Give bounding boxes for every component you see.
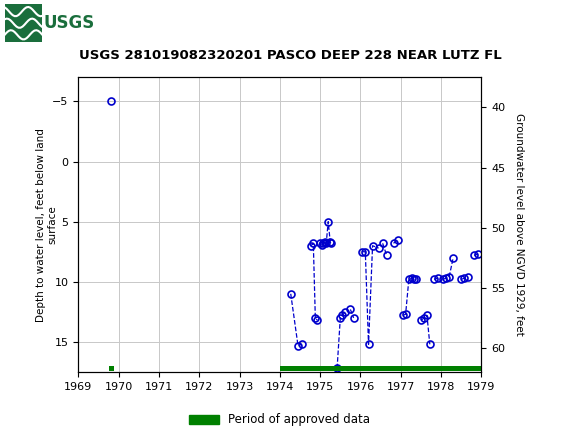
Text: USGS: USGS	[44, 14, 95, 32]
Legend: Period of approved data: Period of approved data	[184, 408, 375, 430]
Bar	[108, 366, 114, 371]
Y-axis label: Groundwater level above NGVD 1929, feet: Groundwater level above NGVD 1929, feet	[513, 113, 524, 336]
Y-axis label: Depth to water level, feet below land
surface: Depth to water level, feet below land su…	[36, 128, 57, 322]
Text: USGS 281019082320201 PASCO DEEP 228 NEAR LUTZ FL: USGS 281019082320201 PASCO DEEP 228 NEAR…	[79, 49, 501, 61]
Bar	[5, 4, 95, 42]
Bar	[5, 4, 42, 42]
Bar	[280, 366, 481, 371]
